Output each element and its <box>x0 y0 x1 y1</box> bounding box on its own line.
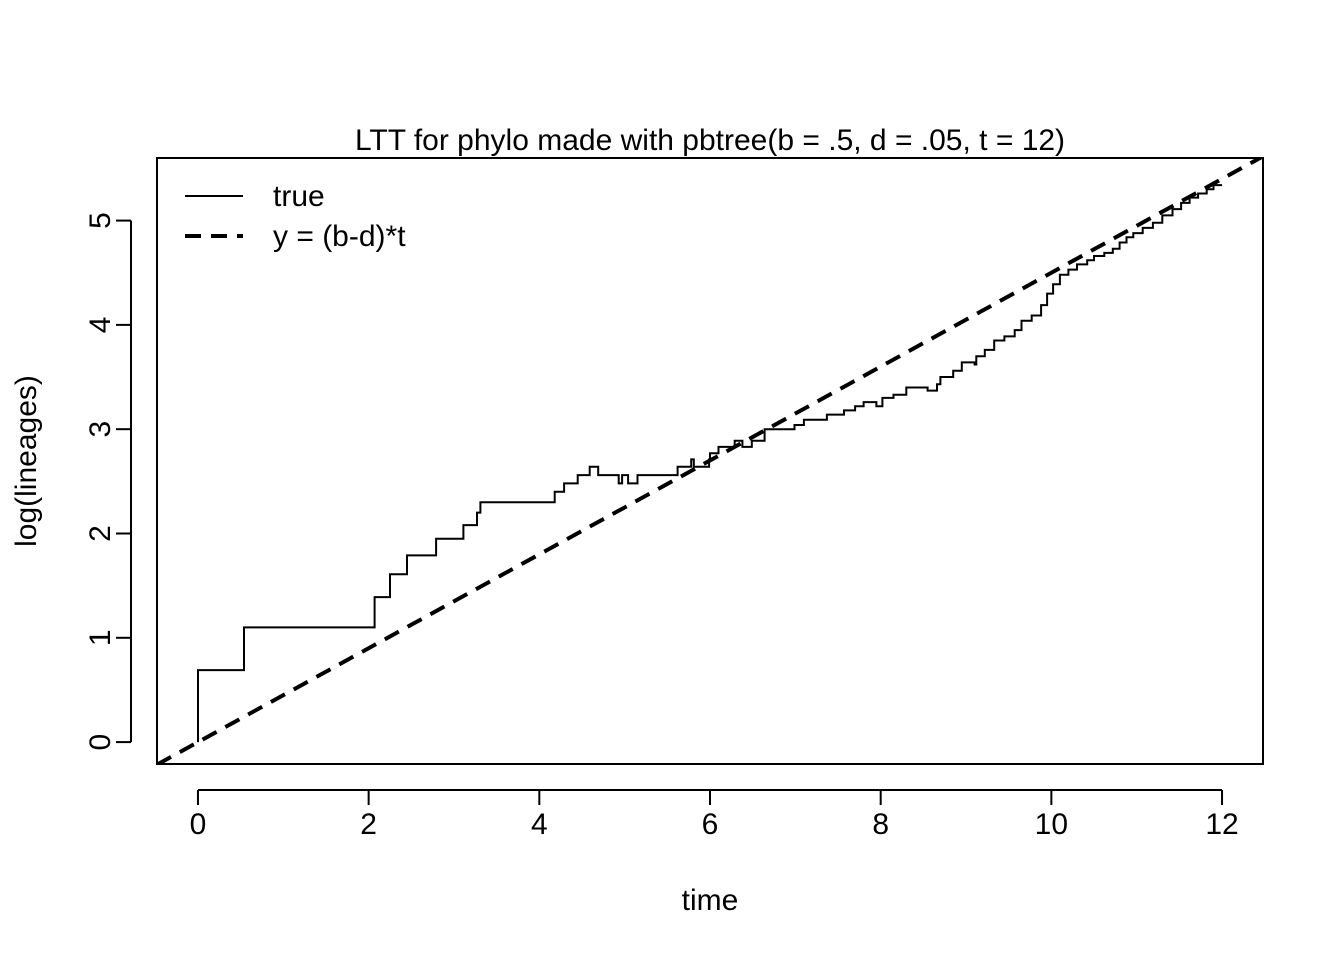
y-tick-label: 3 <box>84 421 117 438</box>
legend-label-true: true <box>273 180 325 213</box>
x-axis: 0 2 4 6 8 10 12 <box>190 789 1239 841</box>
y-axis-label: log(lineages) <box>10 375 43 547</box>
y-tick-label: 1 <box>84 629 117 646</box>
y-axis: 0 1 2 3 4 5 <box>84 212 132 751</box>
x-tick-label: 0 <box>190 808 207 841</box>
x-tick-label: 8 <box>872 808 889 841</box>
plot-frame <box>156 157 1264 765</box>
plot-area <box>156 157 1264 765</box>
x-tick-label: 4 <box>531 808 548 841</box>
series-line-expected <box>157 158 1263 764</box>
y-tick-label: 4 <box>84 317 117 334</box>
y-tick-label: 5 <box>84 212 117 229</box>
legend: true y = (b-d)*t <box>185 180 406 253</box>
y-tick-label: 2 <box>84 525 117 542</box>
series-layer <box>157 158 1263 764</box>
x-tick-label: 10 <box>1035 808 1068 841</box>
x-tick-label: 6 <box>702 808 719 841</box>
y-tick-label: 0 <box>84 734 117 751</box>
chart-title: LTT for phylo made with pbtree(b = .5, d… <box>355 124 1065 157</box>
legend-label-expected: y = (b-d)*t <box>273 220 406 253</box>
x-axis-label: time <box>682 884 739 917</box>
x-tick-label: 12 <box>1205 808 1238 841</box>
series-line-true <box>197 184 1222 743</box>
x-tick-label: 2 <box>360 808 377 841</box>
